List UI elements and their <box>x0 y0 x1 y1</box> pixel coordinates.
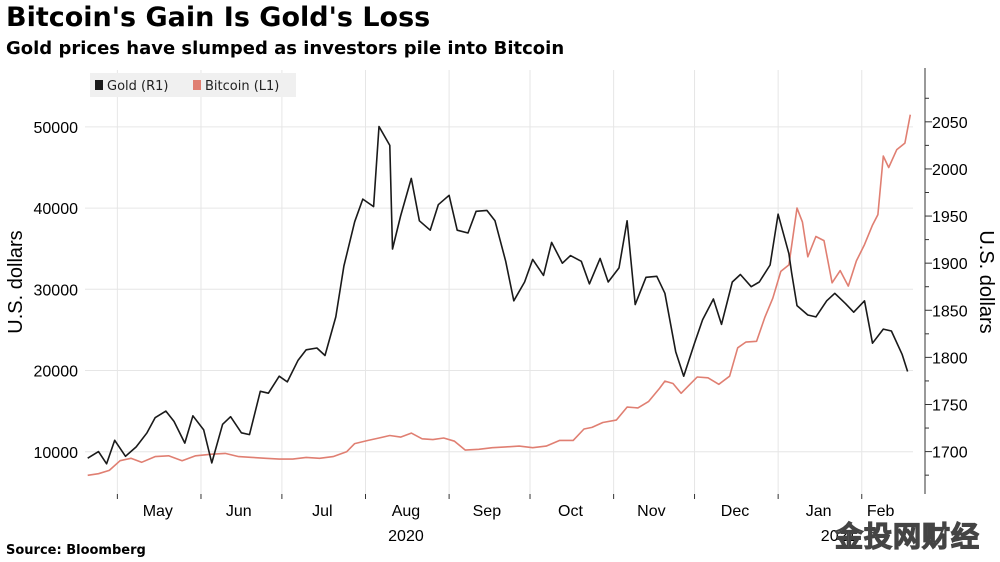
y-left-tick-label: 20000 <box>34 364 79 381</box>
x-tick-label: Jun <box>226 503 252 520</box>
y-left-tick-label: 30000 <box>34 282 79 299</box>
x-tick-label: Dec <box>721 503 749 520</box>
x-tick-label: Feb <box>867 503 895 520</box>
gold-series-line <box>87 125 909 465</box>
x-tick-label: Sep <box>473 503 502 520</box>
y-right-tick-label: 1800 <box>932 350 968 367</box>
chart-title: Bitcoin's Gain Is Gold's Loss <box>6 2 431 33</box>
x-tick-label: Oct <box>558 503 583 520</box>
legend-gold-label: Gold (R1) <box>107 79 168 94</box>
y-left-tick-label: 10000 <box>34 445 79 462</box>
x-tick-label: Jul <box>312 503 332 520</box>
y-right-tick-label: 1750 <box>932 397 968 414</box>
watermark-logo: 金投网财经 <box>834 519 981 553</box>
bitcoin-series-line <box>87 114 912 477</box>
y-right-tick-label: 1850 <box>932 303 968 320</box>
y-right-tick-label: 1700 <box>932 445 968 462</box>
y-right-tick-label: 1900 <box>932 256 968 273</box>
legend-gold-swatch <box>95 80 103 90</box>
plot-area <box>85 70 913 494</box>
x-tick-label: Nov <box>637 503 665 520</box>
x-tick-label: May <box>143 503 173 520</box>
y-right-tick-label: 2050 <box>932 115 968 132</box>
y-right-tick-label: 1950 <box>932 209 968 226</box>
x-year-label: 2021 <box>821 528 857 545</box>
y-left-tick-label: 40000 <box>34 201 79 218</box>
x-tick-label: Aug <box>392 503 420 520</box>
y-left-tick-label: 50000 <box>34 120 79 137</box>
x-year-label: 2020 <box>388 528 424 545</box>
y-right-tick-label: 2000 <box>932 162 968 179</box>
y-left-axis-label: U.S. dollars <box>5 230 27 333</box>
x-tick-label: Jan <box>806 503 832 520</box>
chart-subtitle: Gold prices have slumped as investors pi… <box>6 38 565 59</box>
legend-bitcoin-swatch <box>193 80 201 90</box>
y-right-axis-label: U.S. dollars <box>975 230 997 333</box>
source-note: Source: Bloomberg <box>6 543 146 558</box>
legend-bitcoin-label: Bitcoin (L1) <box>205 79 279 94</box>
